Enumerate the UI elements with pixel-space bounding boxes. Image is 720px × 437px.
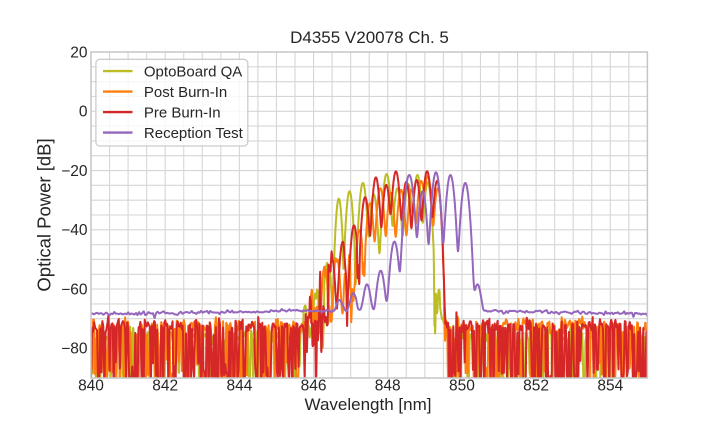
svg-text:Pre Burn-In: Pre Burn-In bbox=[144, 104, 221, 121]
svg-text:850: 850 bbox=[449, 378, 475, 395]
svg-text:844: 844 bbox=[226, 378, 252, 395]
svg-text:Post Burn-In: Post Burn-In bbox=[144, 84, 227, 101]
svg-text:D4355 V20078 Ch. 5: D4355 V20078 Ch. 5 bbox=[290, 28, 449, 47]
svg-text:854: 854 bbox=[597, 378, 623, 395]
svg-text:−80: −80 bbox=[61, 341, 88, 358]
svg-text:−40: −40 bbox=[61, 222, 88, 239]
svg-text:0: 0 bbox=[79, 104, 88, 121]
svg-text:846: 846 bbox=[301, 378, 327, 395]
svg-text:OptoBoard QA: OptoBoard QA bbox=[144, 63, 242, 80]
svg-text:Optical Power [dB]: Optical Power [dB] bbox=[34, 138, 55, 291]
svg-text:840: 840 bbox=[78, 378, 104, 395]
svg-text:848: 848 bbox=[375, 378, 401, 395]
svg-text:−20: −20 bbox=[61, 163, 88, 180]
svg-text:Wavelength [nm]: Wavelength [nm] bbox=[305, 395, 432, 414]
svg-text:−60: −60 bbox=[61, 281, 88, 298]
svg-text:842: 842 bbox=[152, 378, 178, 395]
svg-text:852: 852 bbox=[523, 378, 549, 395]
svg-text:Reception Test: Reception Test bbox=[144, 125, 244, 142]
svg-text:20: 20 bbox=[70, 44, 88, 61]
